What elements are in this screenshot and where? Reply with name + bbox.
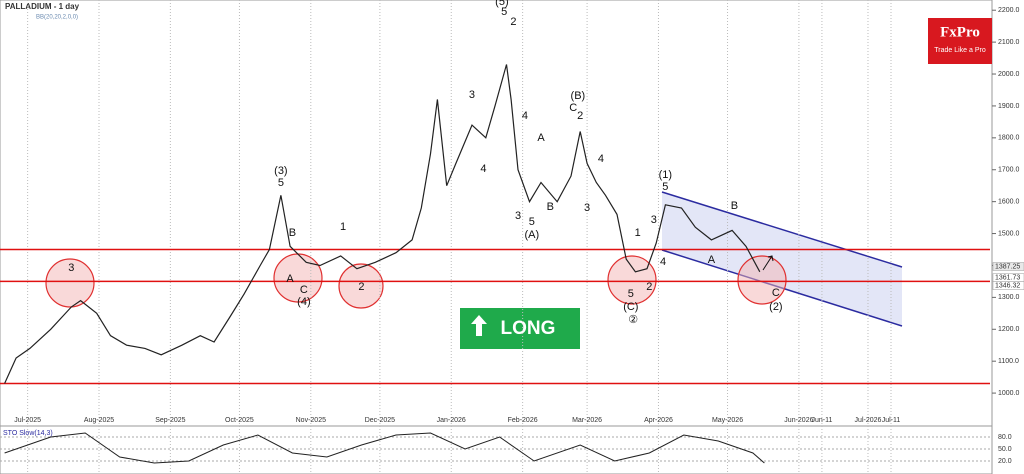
x-tick-label: Jul-2025 bbox=[14, 417, 41, 424]
y-tick-label: 2200.0 bbox=[998, 7, 1020, 14]
y-tick-label: 1100.0 bbox=[998, 358, 1019, 365]
highlight-circles bbox=[45, 253, 787, 309]
y-tick-label: 1300.0 bbox=[998, 294, 1020, 301]
signal-text[interactable]: LONG bbox=[501, 318, 556, 339]
y-tick-label: 1900.0 bbox=[998, 103, 1020, 110]
logo-tagline: Trade Like a Pro bbox=[934, 47, 986, 54]
wave-label: A bbox=[286, 273, 294, 285]
wave-label: (2) bbox=[769, 301, 782, 313]
logo-box bbox=[928, 18, 992, 64]
y-tick-label: 1000.0 bbox=[998, 390, 1020, 397]
circle bbox=[737, 255, 787, 305]
wave-label: A bbox=[708, 254, 716, 266]
price-label: 1387.25 bbox=[995, 263, 1020, 270]
wave-label: 3 bbox=[584, 202, 590, 214]
y-tick-label: 1500.0 bbox=[998, 230, 1020, 237]
wave-label: 4 bbox=[480, 163, 486, 175]
x-tick-label: Jan-2026 bbox=[437, 417, 466, 424]
x-tick-label: Jul-2026 bbox=[855, 417, 882, 424]
wave-label: (4) bbox=[297, 296, 310, 308]
wave-label: 5 bbox=[278, 177, 284, 189]
wave-label: 3 bbox=[651, 214, 657, 226]
wave-label: (3) bbox=[274, 165, 287, 177]
y-tick-label: 2000.0 bbox=[998, 71, 1020, 78]
wave-label: 5 bbox=[628, 288, 634, 300]
price-label-box bbox=[992, 281, 1024, 290]
sto-title: STO Slow(14,3) bbox=[3, 430, 53, 437]
circle bbox=[273, 253, 323, 303]
circle bbox=[607, 255, 657, 305]
wave-label: 4 bbox=[598, 153, 604, 165]
x-tick-label: Oct-2025 bbox=[225, 417, 254, 424]
signal-arrow bbox=[471, 315, 487, 336]
wave-label: (C) bbox=[623, 301, 638, 313]
x-tick-label: Nov-2025 bbox=[296, 417, 326, 424]
wave-label: 5 bbox=[529, 216, 535, 228]
price-label: 1346.32 bbox=[995, 282, 1020, 289]
wave-label: B bbox=[289, 227, 296, 239]
wave-label: 1 bbox=[340, 221, 346, 233]
channel-upper bbox=[661, 191, 903, 268]
wave-label: (B) bbox=[571, 90, 586, 102]
wave-label: (5) bbox=[495, 0, 508, 8]
wave-label: 3 bbox=[515, 210, 521, 222]
forecast-arrow bbox=[762, 255, 774, 271]
x-tick-label: May-2026 bbox=[712, 417, 743, 424]
wave-label: (1) bbox=[659, 169, 672, 181]
x-tick-label: Jun-2026 bbox=[784, 417, 813, 424]
wave-label: 2 bbox=[646, 281, 652, 293]
y-tick-label: 2100.0 bbox=[998, 39, 1020, 46]
x-tick-label: Feb-2026 bbox=[508, 417, 538, 424]
y-tick-label: 1200.0 bbox=[998, 326, 1020, 333]
wave-label: 4 bbox=[660, 256, 666, 268]
x-tick-label: Aug-2025 bbox=[84, 417, 114, 424]
y-tick-label: 1800.0 bbox=[998, 135, 1020, 142]
price-label: 1361.73 bbox=[995, 275, 1020, 282]
sto-tick-label: 80.0 bbox=[998, 434, 1012, 441]
y-tick-label: 1700.0 bbox=[998, 167, 1020, 174]
wave-label: ② bbox=[628, 314, 638, 326]
sto-tick-label: 50.0 bbox=[998, 446, 1012, 453]
wave-label: C bbox=[569, 102, 577, 114]
wave-label: 1 bbox=[635, 227, 641, 239]
channel-fill bbox=[662, 192, 902, 326]
wave-label: 3 bbox=[68, 262, 74, 274]
price-line bbox=[4, 64, 761, 384]
wave-label: (A) bbox=[525, 229, 540, 241]
wave-label: B bbox=[547, 201, 554, 213]
x-tick-label: Dec-2025 bbox=[365, 417, 395, 424]
wave-label: C bbox=[300, 284, 308, 296]
chart-title: PALLADIUM - 1 day bbox=[5, 2, 80, 11]
x-tick-label: Jun-11 bbox=[811, 417, 832, 424]
x-tick-label: Apr-2026 bbox=[644, 417, 673, 424]
logo-name: FxPro bbox=[940, 24, 980, 40]
y-tick-label: 1600.0 bbox=[998, 198, 1020, 205]
x-tick-label: Sep-2025 bbox=[155, 417, 185, 424]
x-tick-label: Jul-11 bbox=[882, 417, 901, 424]
wave-label: 4 bbox=[522, 110, 528, 122]
wave-label: A bbox=[537, 132, 545, 144]
sto-line bbox=[4, 432, 765, 464]
plot-frame bbox=[0, 0, 993, 474]
wave-label: B bbox=[731, 200, 738, 212]
wave-label: 2 bbox=[358, 281, 364, 293]
circle bbox=[45, 258, 95, 308]
x-tick-label: Mar-2026 bbox=[572, 417, 602, 424]
wave-label: 2 bbox=[577, 110, 583, 122]
sto-tick-label: 20.0 bbox=[998, 458, 1012, 465]
price-label-box bbox=[992, 262, 1024, 271]
circle bbox=[338, 263, 384, 309]
wave-label: 5 bbox=[501, 6, 507, 18]
wave-label: 5 bbox=[662, 181, 668, 193]
chart-subtitle: BB(20,20,2,0,0) bbox=[36, 15, 78, 21]
wave-label: 3 bbox=[469, 89, 475, 101]
wave-label: 2 bbox=[510, 16, 516, 28]
wave-label: C bbox=[772, 287, 780, 299]
